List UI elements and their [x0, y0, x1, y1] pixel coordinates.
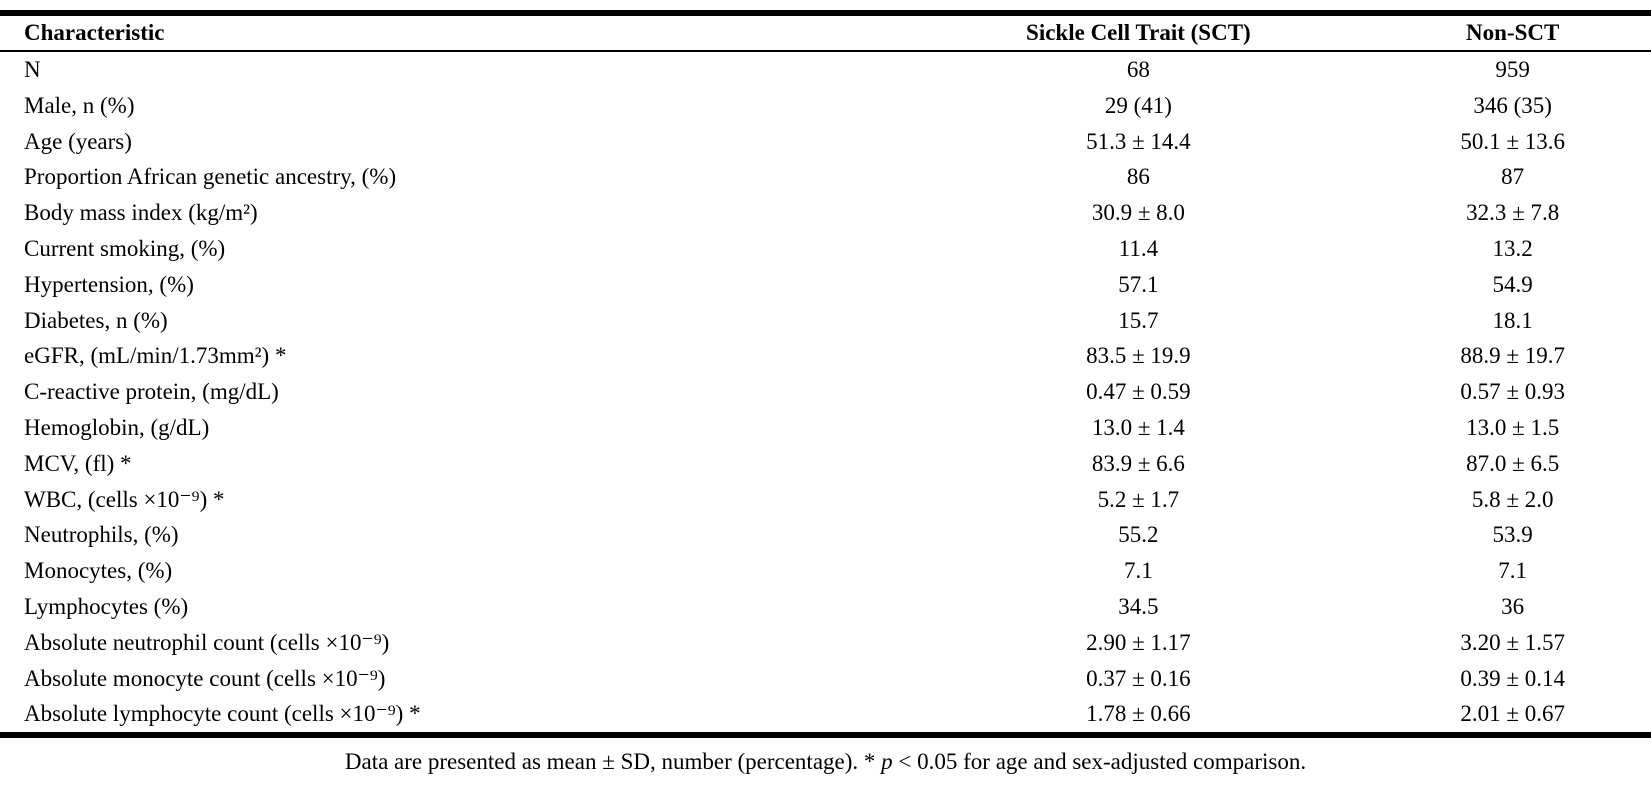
table-row: Absolute monocyte count (cells ×10⁻⁹) 0.3… [0, 661, 1651, 697]
sct-value-cell: 51.3 ± 14.4 [1086, 128, 1191, 154]
row-label-cell: MCV, (fl) * [24, 450, 132, 476]
sct-value-cell: 13.0 ± 1.4 [1091, 414, 1185, 440]
sct-value-cell: 2.90 ± 1.17 [1086, 629, 1191, 655]
table-row: Lymphocytes (%) 34.5 36 [0, 589, 1651, 625]
row-label-cell: Current smoking, (%) [24, 235, 226, 261]
non-sct-value-cell: 13.0 ± 1.5 [1466, 414, 1560, 440]
sct-value-cell: 11.4 [1118, 235, 1159, 261]
non-sct-value-cell: 5.8 ± 2.0 [1471, 486, 1554, 512]
non-sct-value-cell: 3.20 ± 1.57 [1460, 629, 1565, 655]
non-sct-value-cell: 53.9 [1492, 522, 1533, 548]
sct-value-cell: 5.2 ± 1.7 [1097, 486, 1180, 512]
non-sct-value-cell: 36 [1501, 593, 1525, 619]
sct-value-cell: 83.5 ± 19.9 [1086, 343, 1191, 369]
row-label-cell: Proportion African genetic ancestry, (%) [24, 164, 397, 190]
row-label-cell: Absolute lymphocyte count (cells ×10⁻⁹) … [24, 701, 421, 727]
non-sct-value-cell: 87.0 ± 6.5 [1466, 450, 1560, 476]
table-footnote: Data are presented as mean ± SD, number … [0, 748, 1651, 776]
table-row: C-reactive protein, (mg/dL) 0.47 ± 0.59 0.… [0, 374, 1651, 410]
non-sct-value-cell: 88.9 ± 19.7 [1460, 343, 1565, 369]
non-sct-value-cell: 13.2 [1492, 235, 1533, 261]
row-label-cell: Absolute neutrophil count (cells ×10⁻⁹) [24, 629, 390, 655]
table-row: Body mass index (kg/m²) 30.9 ± 8.0 32.3 ± … [0, 195, 1651, 231]
table-row: MCV, (fl) * 83.9 ± 6.6 87.0 ± 6.5 [0, 446, 1651, 482]
non-sct-value-cell: 7.1 [1498, 558, 1528, 584]
row-label-cell: WBC, (cells ×10⁻⁹) * [24, 486, 225, 512]
table-row: N 68 959 [0, 51, 1651, 88]
non-sct-value-cell: 54.9 [1492, 271, 1533, 297]
non-sct-value-cell: 87 [1501, 164, 1525, 190]
row-label-cell: Absolute monocyte count (cells ×10⁻⁹) [24, 665, 386, 691]
footnote-p-symbol: p [881, 749, 893, 775]
row-label-cell: Male, n (%) [24, 92, 135, 118]
sct-value-cell: 83.9 ± 6.6 [1091, 450, 1185, 476]
table-row: Age (years) 51.3 ± 14.4 50.1 ± 13.6 [0, 124, 1651, 160]
table-header: Characteristic Sickle Cell Trait (SCT) N… [0, 13, 1651, 52]
non-sct-value-cell: 0.57 ± 0.93 [1460, 379, 1565, 405]
table-row: Hypertension, (%) 57.1 54.9 [0, 267, 1651, 303]
table-row: Male, n (%) 29 (41) 346 (35) [0, 88, 1651, 124]
non-sct-value-cell: 18.1 [1492, 307, 1533, 333]
table-row: Diabetes, n (%) 15.7 18.1 [0, 303, 1651, 339]
row-label-cell: Diabetes, n (%) [24, 307, 168, 333]
row-label-cell: Neutrophils, (%) [24, 522, 179, 548]
table-row: WBC, (cells ×10⁻⁹) * 5.2 ± 1.7 5.8 ± 2.0 [0, 482, 1651, 518]
characteristics-table: Characteristic Sickle Cell Trait (SCT) N… [0, 10, 1651, 739]
row-label-cell: Hemoglobin, (g/dL) [24, 414, 210, 440]
non-sct-value-cell: 959 [1495, 57, 1530, 82]
sct-value-cell: 86 [1126, 164, 1150, 190]
sct-value-cell: 15.7 [1118, 307, 1159, 333]
sct-value-cell: 0.47 ± 0.59 [1086, 379, 1191, 405]
row-label-cell: Monocytes, (%) [24, 558, 173, 584]
table-row: Neutrophils, (%) 55.2 53.9 [0, 517, 1651, 553]
column-header-sct: Sickle Cell Trait (SCT) [902, 13, 1375, 52]
non-sct-value-cell: 0.39 ± 0.14 [1460, 665, 1565, 691]
table-body: N 68 959 Male, n (%) 29 (41) 346 (35) Age (yea… [0, 51, 1651, 735]
sct-value-cell: 29 (41) [1104, 92, 1172, 118]
table-row: Current smoking, (%) 11.4 13.2 [0, 231, 1651, 267]
sct-value-cell: 0.37 ± 0.16 [1086, 665, 1191, 691]
table-row: Hemoglobin, (g/dL) 13.0 ± 1.4 13.0 ± 1.5 [0, 410, 1651, 446]
table-row: Proportion African genetic ancestry, (%)… [0, 159, 1651, 195]
row-label-cell: Age (years) [24, 128, 132, 154]
sct-value-cell: 30.9 ± 8.0 [1091, 200, 1185, 226]
sct-value-cell: 34.5 [1118, 593, 1159, 619]
table-row: Monocytes, (%) 7.1 7.1 [0, 553, 1651, 589]
non-sct-value-cell: 50.1 ± 13.6 [1460, 128, 1565, 154]
table-row: Absolute neutrophil count (cells ×10⁻⁹) 2… [0, 625, 1651, 661]
row-label-cell: Hypertension, (%) [24, 271, 194, 297]
row-label-cell: eGFR, (mL/min/1.73mm²) * [24, 343, 287, 369]
table-row: eGFR, (mL/min/1.73mm²) * 83.5 ± 19.9 88.9 … [0, 338, 1651, 374]
non-sct-value-cell: 346 (35) [1473, 92, 1552, 118]
row-label-cell: Body mass index (kg/m²) [24, 200, 258, 226]
row-label-cell: C-reactive protein, (mg/dL) [24, 379, 279, 405]
sct-value-cell: 7.1 [1124, 558, 1153, 584]
header-row: Characteristic Sickle Cell Trait (SCT) N… [0, 13, 1651, 52]
row-label-cell: N [24, 57, 41, 82]
sct-value-cell: 68 [1126, 57, 1150, 82]
footnote-text-lead: Data are presented as mean ± SD, number … [344, 749, 882, 775]
sct-value-cell: 55.2 [1118, 522, 1159, 548]
table-row: Absolute lymphocyte count (cells ×10⁻⁹) … [0, 696, 1651, 735]
sct-value-cell: 1.78 ± 0.66 [1086, 701, 1191, 727]
column-header-non-sct: Non-SCT [1374, 13, 1651, 52]
non-sct-value-cell: 32.3 ± 7.8 [1466, 200, 1560, 226]
column-header-characteristic: Characteristic [0, 13, 903, 52]
footnote-text-tail: < 0.05 for age and sex-adjusted comparis… [892, 749, 1307, 775]
sct-value-cell: 57.1 [1118, 271, 1159, 297]
row-label-cell: Lymphocytes (%) [24, 593, 189, 619]
non-sct-value-cell: 2.01 ± 0.67 [1460, 701, 1565, 727]
